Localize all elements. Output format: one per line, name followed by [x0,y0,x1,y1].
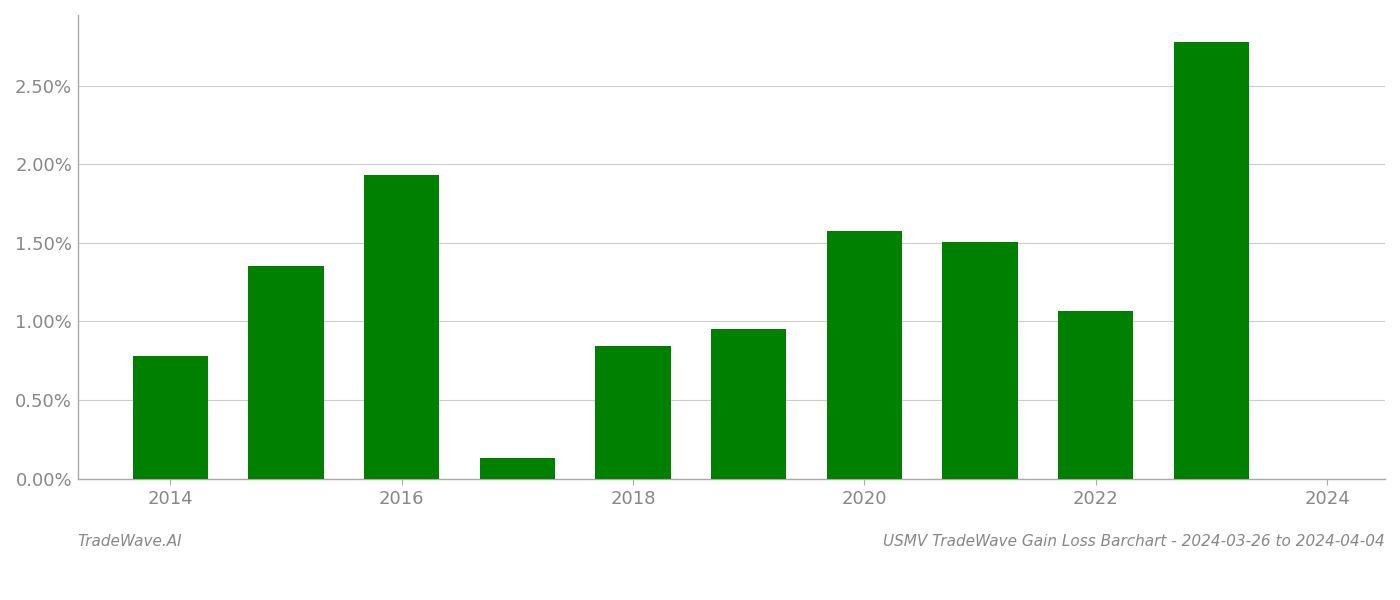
Text: TradeWave.AI: TradeWave.AI [77,534,182,549]
Bar [248,266,323,479]
Text: USMV TradeWave Gain Loss Barchart - 2024-03-26 to 2024-04-04: USMV TradeWave Gain Loss Barchart - 2024… [883,534,1385,549]
Bar [364,175,440,479]
Bar [827,231,902,479]
Bar [1173,43,1249,479]
Bar [133,356,207,479]
Bar [711,329,787,479]
Bar [1058,311,1134,479]
Bar [942,242,1018,479]
Bar [595,346,671,479]
Bar [480,458,554,479]
